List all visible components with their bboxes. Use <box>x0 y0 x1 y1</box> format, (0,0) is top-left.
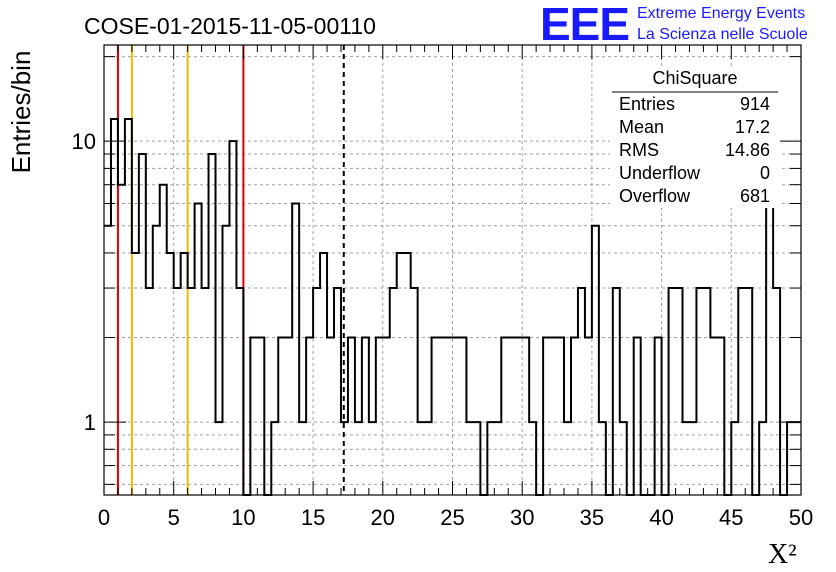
stats-row-label: Mean <box>619 117 664 137</box>
x-tick-label: 15 <box>301 505 325 530</box>
x-tick-label: 20 <box>371 505 395 530</box>
x-tick-label: 40 <box>649 505 673 530</box>
eee-logo: EEE Extreme Energy Events La Scienza nel… <box>540 0 808 50</box>
stats-row-label: Entries <box>619 94 675 114</box>
x-tick-label: 10 <box>231 505 255 530</box>
y-tick-label: 10 <box>72 129 96 154</box>
stats-row-label: RMS <box>619 140 659 160</box>
stats-row-value: 681 <box>740 186 770 206</box>
stats-row-label: Overflow <box>619 186 691 206</box>
x-tick-label: 50 <box>789 505 813 530</box>
y-axis-label: Entries/bin <box>6 51 36 174</box>
x-tick-label: 5 <box>168 505 180 530</box>
chart-title: COSE-01-2015-11-05-00110 <box>84 13 376 39</box>
x-tick-label: 45 <box>719 505 743 530</box>
stats-title: ChiSquare <box>652 68 737 88</box>
axes: 0 5 10 15 20 25 30 35 40 45 50 1 10 <box>72 45 813 530</box>
histogram-series <box>104 117 801 496</box>
logo-letters: EEE <box>540 0 629 50</box>
histogram-outline <box>104 117 801 496</box>
x-tick-label: 30 <box>510 505 534 530</box>
logo-line2: La Scienza nelle Scuole <box>637 26 808 43</box>
stats-row-value: 914 <box>740 94 770 114</box>
stats-box: ChiSquare Entries 914 Mean 17.2 RMS 14.86 Unde… <box>610 66 780 208</box>
x-tick-label: 35 <box>580 505 604 530</box>
x-axis-label: X² <box>768 539 797 570</box>
stats-row-value: 14.86 <box>725 140 770 160</box>
logo-line1: Extreme Energy Events <box>637 5 805 22</box>
stats-row-label: Underflow <box>619 163 701 183</box>
stats-row-value: 17.2 <box>735 117 770 137</box>
y-tick-label: 1 <box>84 410 96 435</box>
x-tick-label: 0 <box>98 505 110 530</box>
stats-row-value: 0 <box>760 163 770 183</box>
x-tick-label: 25 <box>440 505 464 530</box>
